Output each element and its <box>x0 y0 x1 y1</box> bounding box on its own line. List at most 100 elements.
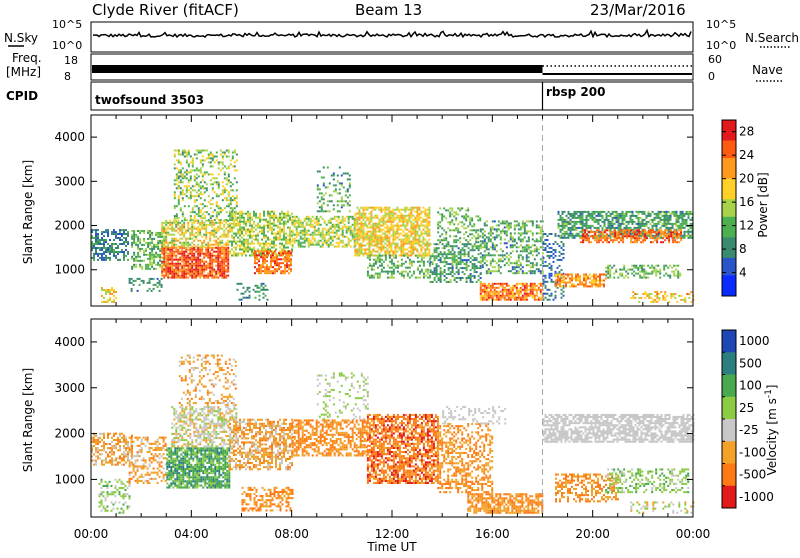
data-cell <box>524 283 526 285</box>
data-cell <box>323 202 325 204</box>
data-cell <box>103 257 105 259</box>
data-cell <box>386 215 388 217</box>
data-cell <box>269 221 271 223</box>
data-cell <box>318 244 320 246</box>
data-cell <box>402 217 404 219</box>
data-cell <box>284 272 286 274</box>
data-cell <box>149 248 151 250</box>
data-cell <box>336 234 338 236</box>
data-cell <box>192 189 194 191</box>
data-cell <box>251 237 253 239</box>
data-cell <box>219 226 221 228</box>
data-cell <box>171 234 173 236</box>
data-cell <box>171 224 173 226</box>
data-cell <box>227 232 229 234</box>
data-cell <box>590 215 592 217</box>
data-cell <box>209 251 211 253</box>
data-cell <box>599 285 601 287</box>
data-cell <box>231 237 233 239</box>
data-cell <box>530 285 532 287</box>
data-cell <box>436 247 438 249</box>
data-cell <box>467 241 469 243</box>
data-cell <box>408 251 410 253</box>
data-cell <box>332 238 334 240</box>
data-cell <box>188 152 190 154</box>
data-cell <box>235 217 237 219</box>
data-cell <box>147 238 149 240</box>
data-cell <box>388 227 390 229</box>
data-cell <box>217 226 219 228</box>
data-cell <box>302 246 304 248</box>
data-cell <box>442 271 444 273</box>
data-cell <box>460 267 462 269</box>
data-cell <box>184 193 186 195</box>
data-cell <box>274 256 276 258</box>
data-cell <box>133 242 135 244</box>
data-cell <box>253 221 255 223</box>
data-cell <box>380 209 382 211</box>
data-cell <box>571 285 573 287</box>
data-cell <box>478 275 480 277</box>
data-cell <box>193 269 195 271</box>
data-cell <box>538 297 540 299</box>
data-cell <box>145 264 147 266</box>
data-cell <box>245 249 247 251</box>
data-cell <box>312 216 314 218</box>
data-cell <box>494 270 496 272</box>
data-cell <box>183 267 185 269</box>
data-cell <box>188 165 190 167</box>
data-cell <box>384 235 386 237</box>
data-cell <box>538 283 540 285</box>
data-cell <box>484 244 486 246</box>
nave-label: Nave <box>752 63 783 77</box>
data-cell <box>338 222 340 224</box>
data-cell <box>308 238 310 240</box>
data-cell <box>456 255 458 257</box>
data-cell <box>262 254 264 256</box>
data-cell <box>354 235 356 237</box>
data-cell <box>564 221 566 223</box>
data-cell <box>288 272 290 274</box>
data-cell <box>480 293 482 295</box>
data-cell <box>153 248 155 250</box>
data-cell <box>410 245 412 247</box>
data-cell <box>549 295 551 297</box>
data-cell <box>262 252 264 254</box>
data-cell <box>557 267 559 269</box>
data-cell <box>93 255 95 257</box>
data-cell <box>576 211 578 213</box>
data-cell <box>382 217 384 219</box>
data-cell <box>169 259 171 261</box>
data-cell <box>185 230 187 232</box>
data-cell <box>288 268 290 270</box>
data-cell <box>320 240 322 242</box>
data-cell <box>374 237 376 239</box>
data-cell <box>459 221 461 223</box>
data-cell <box>341 196 343 198</box>
data-cell <box>202 159 204 161</box>
data-cell <box>372 255 374 257</box>
data-cell <box>306 240 308 242</box>
data-cell <box>410 209 412 211</box>
data-cell <box>176 183 178 185</box>
data-cell <box>223 224 225 226</box>
data-cell <box>512 246 514 248</box>
data-cell <box>206 171 208 173</box>
data-cell <box>217 230 219 232</box>
data-cell <box>198 150 200 152</box>
data-cell <box>474 269 476 271</box>
data-cell <box>139 242 141 244</box>
data-cell <box>264 258 266 260</box>
data-cell <box>290 252 292 254</box>
data-cell <box>520 293 522 295</box>
data-cell <box>494 248 496 250</box>
data-cell <box>175 271 177 273</box>
data-cell <box>393 257 395 259</box>
data-cell <box>323 198 325 200</box>
data-cell <box>109 247 111 249</box>
data-cell <box>410 229 412 231</box>
data-cell <box>200 171 202 173</box>
data-cell <box>241 237 243 239</box>
data-cell <box>356 237 358 239</box>
data-cell <box>223 273 225 275</box>
